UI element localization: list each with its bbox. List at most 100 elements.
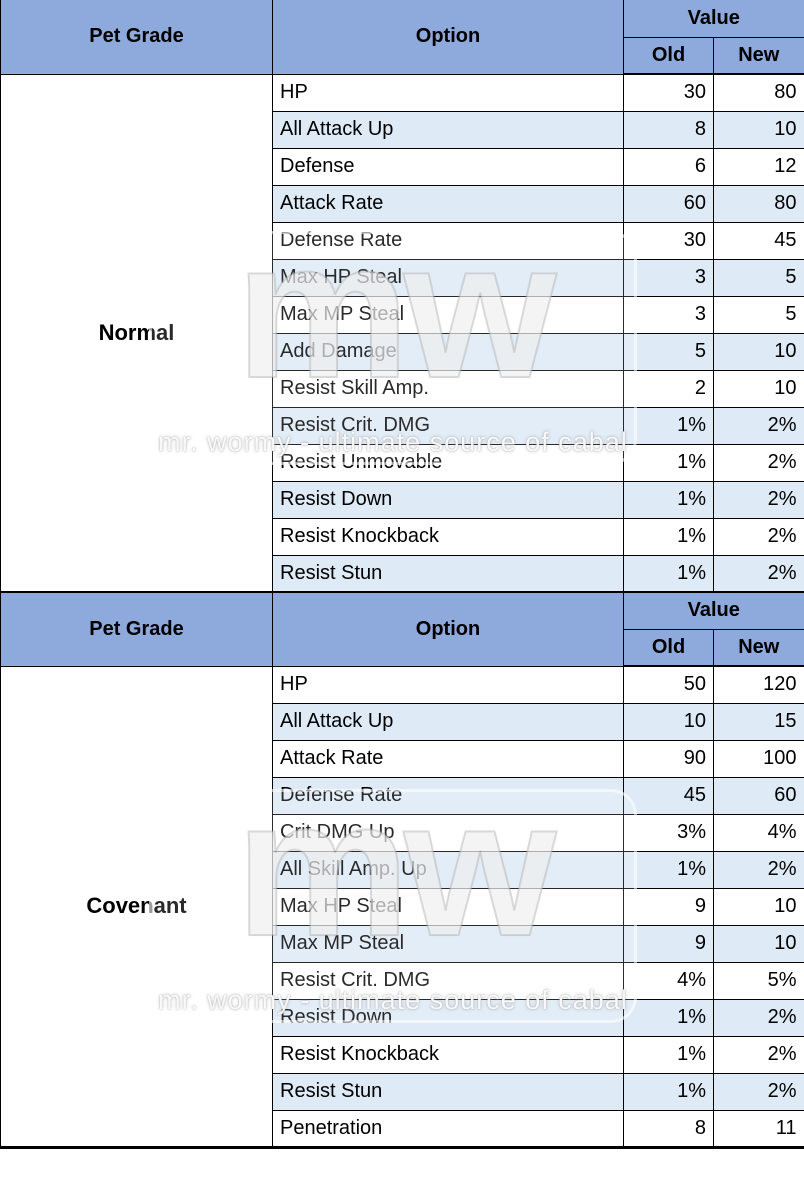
new-value-cell: 120: [712, 665, 804, 704]
table-row: Add Damage 5 10: [1, 332, 804, 371]
option-cell: Resist Stun: [272, 1072, 624, 1111]
table-row: Resist Knockback 1% 2%: [1, 517, 804, 556]
new-value-cell: 2%: [712, 443, 804, 482]
option-cell: Attack Rate: [272, 184, 624, 223]
old-value-cell: 1%: [623, 554, 714, 593]
table-header-row: Pet Grade Option Value: [0, 592, 804, 667]
option-cell: Add Damage: [272, 332, 624, 371]
table-row: Resist Stun 1% 2%: [1, 554, 804, 593]
new-value-cell: 2%: [712, 1072, 804, 1111]
table-row: Resist Down 1% 2%: [1, 480, 804, 519]
table-row: Crit DMG Up 3% 4%: [1, 813, 804, 852]
old-value-cell: 9: [623, 887, 714, 926]
old-value-cell: 30: [623, 221, 714, 260]
header-pet-grade: Pet Grade: [0, 592, 273, 667]
table-row: Defense Rate 45 60: [1, 776, 804, 815]
new-value-cell: 10: [712, 332, 804, 371]
header-option: Option: [272, 592, 624, 667]
header-old: Old: [623, 628, 714, 667]
pet-grade-cell: Normal: [0, 73, 273, 593]
pet-grade-table: Pet Grade Option Value Old New Normal HP…: [0, 0, 804, 1149]
new-value-cell: 5%: [712, 961, 804, 1000]
table-row: Resist Stun 1% 2%: [1, 1072, 804, 1111]
option-cell: Resist Unmovable: [272, 443, 624, 482]
header-old: Old: [623, 36, 714, 75]
option-cell: Resist Crit. DMG: [272, 406, 624, 445]
option-cell: HP: [272, 665, 624, 704]
old-value-cell: 1%: [623, 480, 714, 519]
old-value-cell: 9: [623, 924, 714, 963]
new-value-cell: 2%: [712, 554, 804, 593]
old-value-cell: 10: [623, 702, 714, 741]
new-value-cell: 2%: [712, 517, 804, 556]
new-value-cell: 2%: [712, 1035, 804, 1074]
new-value-cell: 60: [712, 776, 804, 815]
table-row: Penetration 8 11: [1, 1109, 804, 1148]
option-cell: All Attack Up: [272, 702, 624, 741]
new-value-cell: 2%: [712, 998, 804, 1037]
option-cell: Resist Crit. DMG: [272, 961, 624, 1000]
old-value-cell: 1%: [623, 443, 714, 482]
option-cell: Resist Knockback: [272, 517, 624, 556]
option-cell: Resist Stun: [272, 554, 624, 593]
header-value: Value: [622, 0, 804, 38]
option-cell: Defense Rate: [272, 221, 624, 260]
pet-grade-cell: Covenant: [0, 665, 273, 1148]
new-value-cell: 80: [712, 73, 804, 112]
table-row: Resist Crit. DMG 4% 5%: [1, 961, 804, 1000]
table-row: Defense 6 12: [1, 147, 804, 186]
old-value-cell: 3: [623, 258, 714, 297]
option-cell: Max MP Steal: [272, 924, 624, 963]
option-cell: Defense: [272, 147, 624, 186]
table-row: Attack Rate 90 100: [1, 739, 804, 778]
old-value-cell: 90: [623, 739, 714, 778]
option-cell: Max HP Steal: [272, 258, 624, 297]
table-row: Defense Rate 30 45: [1, 221, 804, 260]
table-row: All Attack Up 10 15: [1, 702, 804, 741]
header-new: New: [712, 36, 804, 75]
option-cell: All Attack Up: [272, 110, 624, 149]
new-value-cell: 2%: [712, 406, 804, 445]
old-value-cell: 1%: [623, 406, 714, 445]
old-value-cell: 2: [623, 369, 714, 408]
table-row: Resist Knockback 1% 2%: [1, 1035, 804, 1074]
old-value-cell: 1%: [623, 1072, 714, 1111]
table-subheader-row: Old New: [1, 628, 804, 667]
table-row: Resist Crit. DMG 1% 2%: [1, 406, 804, 445]
old-value-cell: 6: [623, 147, 714, 186]
old-value-cell: 50: [623, 665, 714, 704]
table-row: Attack Rate 60 80: [1, 184, 804, 223]
option-cell: Max MP Steal: [272, 295, 624, 334]
table-row: Max MP Steal 9 10: [1, 924, 804, 963]
old-value-cell: 8: [623, 1109, 714, 1148]
table-row: Resist Down 1% 2%: [1, 998, 804, 1037]
old-value-cell: 45: [623, 776, 714, 815]
new-value-cell: 5: [712, 258, 804, 297]
option-cell: All Skill Amp. Up: [272, 850, 624, 889]
new-value-cell: 4%: [712, 813, 804, 852]
old-value-cell: 1%: [623, 517, 714, 556]
table-header-row: Pet Grade Option Value: [0, 0, 804, 75]
option-cell: Max HP Steal: [272, 887, 624, 926]
option-cell: Resist Down: [272, 998, 624, 1037]
option-cell: Penetration: [272, 1109, 624, 1148]
option-cell: HP: [272, 73, 624, 112]
option-cell: Defense Rate: [272, 776, 624, 815]
new-value-cell: 10: [712, 887, 804, 926]
header-pet-grade: Pet Grade: [0, 0, 273, 75]
old-value-cell: 8: [623, 110, 714, 149]
old-value-cell: 60: [623, 184, 714, 223]
old-value-cell: 1%: [623, 1035, 714, 1074]
option-cell: Resist Skill Amp.: [272, 369, 624, 408]
option-cell: Resist Down: [272, 480, 624, 519]
old-value-cell: 4%: [623, 961, 714, 1000]
new-value-cell: 12: [712, 147, 804, 186]
header-option: Option: [272, 0, 624, 75]
old-value-cell: 3%: [623, 813, 714, 852]
new-value-cell: 2%: [712, 850, 804, 889]
new-value-cell: 45: [712, 221, 804, 260]
header-value: Value: [622, 592, 804, 630]
new-value-cell: 80: [712, 184, 804, 223]
new-value-cell: 10: [712, 369, 804, 408]
